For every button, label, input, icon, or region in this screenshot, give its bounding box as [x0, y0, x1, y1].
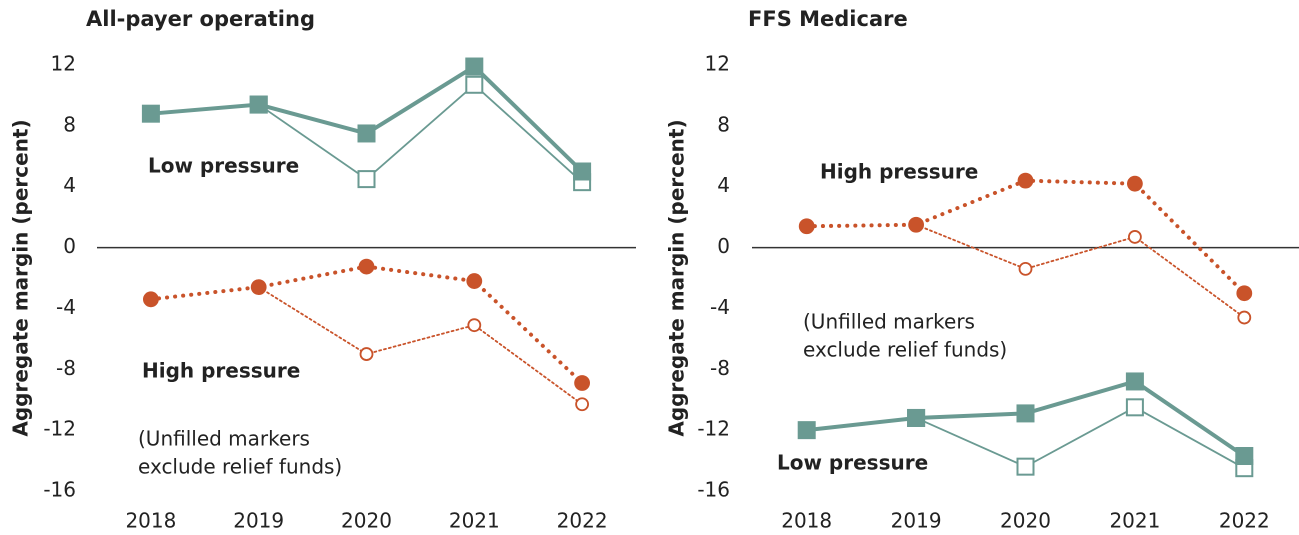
marker [573, 162, 592, 181]
series-line [915, 406, 1246, 470]
marker [465, 75, 484, 94]
x-tick-label: 2018 [781, 509, 832, 533]
marker [1017, 172, 1034, 189]
marker [1016, 404, 1035, 423]
y-tick-label: -16 [43, 478, 76, 502]
series-line [915, 223, 1246, 319]
chart-title: All-payer operating [86, 7, 315, 31]
y-tick-label: -4 [710, 295, 730, 319]
y-tick-label: 12 [51, 52, 76, 76]
annotation: (Unfilled markers [803, 310, 975, 334]
annotation: (Unfilled markers [138, 427, 310, 451]
annotation: High pressure [820, 160, 978, 184]
marker [907, 408, 926, 427]
x-tick-label: 2022 [1219, 509, 1270, 533]
y-axis-label: Aggregate margin (percent) [665, 119, 689, 436]
y-tick-label: -8 [56, 356, 76, 380]
y-tick-label: 8 [717, 112, 730, 136]
marker [1016, 457, 1035, 476]
marker [797, 421, 816, 440]
y-tick-label: 0 [63, 234, 76, 258]
marker [359, 347, 374, 361]
marker [1235, 447, 1254, 466]
series-line [257, 286, 583, 406]
series-line [257, 83, 583, 184]
marker [1125, 398, 1144, 417]
x-tick-label: 2019 [891, 509, 942, 533]
marker [1128, 230, 1142, 244]
marker [250, 279, 267, 296]
marker [141, 104, 160, 123]
marker [574, 375, 590, 391]
marker [798, 218, 815, 235]
annotation: Low pressure [777, 451, 928, 475]
marker [358, 258, 375, 275]
chart-title: FFS Medicare [748, 7, 908, 31]
marker [465, 57, 484, 76]
annotation: exclude relief funds) [138, 455, 342, 479]
marker [467, 318, 482, 333]
series-line [804, 178, 1247, 296]
x-tick-label: 2020 [341, 509, 392, 533]
y-tick-label: -12 [697, 417, 730, 441]
y-tick-label: -8 [710, 356, 730, 380]
marker [249, 95, 268, 114]
y-tick-label: 0 [717, 234, 730, 258]
marker [908, 216, 924, 233]
marker [1125, 372, 1144, 391]
x-tick-label: 2019 [233, 509, 284, 533]
marker [1018, 261, 1033, 276]
marker [357, 170, 376, 189]
marker [1236, 285, 1253, 302]
marker [1127, 175, 1143, 192]
y-tick-label: 4 [717, 173, 730, 197]
y-tick-label: -12 [43, 417, 76, 441]
y-axis-label: Aggregate margin (percent) [9, 119, 33, 436]
y-tick-label: 8 [63, 112, 76, 136]
marker [357, 124, 376, 143]
x-tick-label: 2020 [1000, 509, 1051, 533]
y-tick-label: 4 [63, 173, 76, 197]
annotation: High pressure [142, 359, 300, 383]
y-tick-label: -16 [697, 478, 730, 502]
x-tick-label: 2022 [557, 509, 608, 533]
marker [466, 273, 483, 289]
x-tick-label: 2021 [1109, 509, 1160, 533]
marker [142, 291, 159, 308]
x-tick-label: 2018 [125, 509, 176, 533]
y-tick-label: 12 [705, 52, 730, 76]
annotation: exclude relief funds) [803, 338, 1007, 362]
marker [575, 397, 589, 412]
y-tick-label: -4 [56, 295, 76, 319]
x-tick-label: 2021 [449, 509, 500, 533]
marker [1237, 310, 1252, 325]
annotation: Low pressure [148, 154, 299, 178]
